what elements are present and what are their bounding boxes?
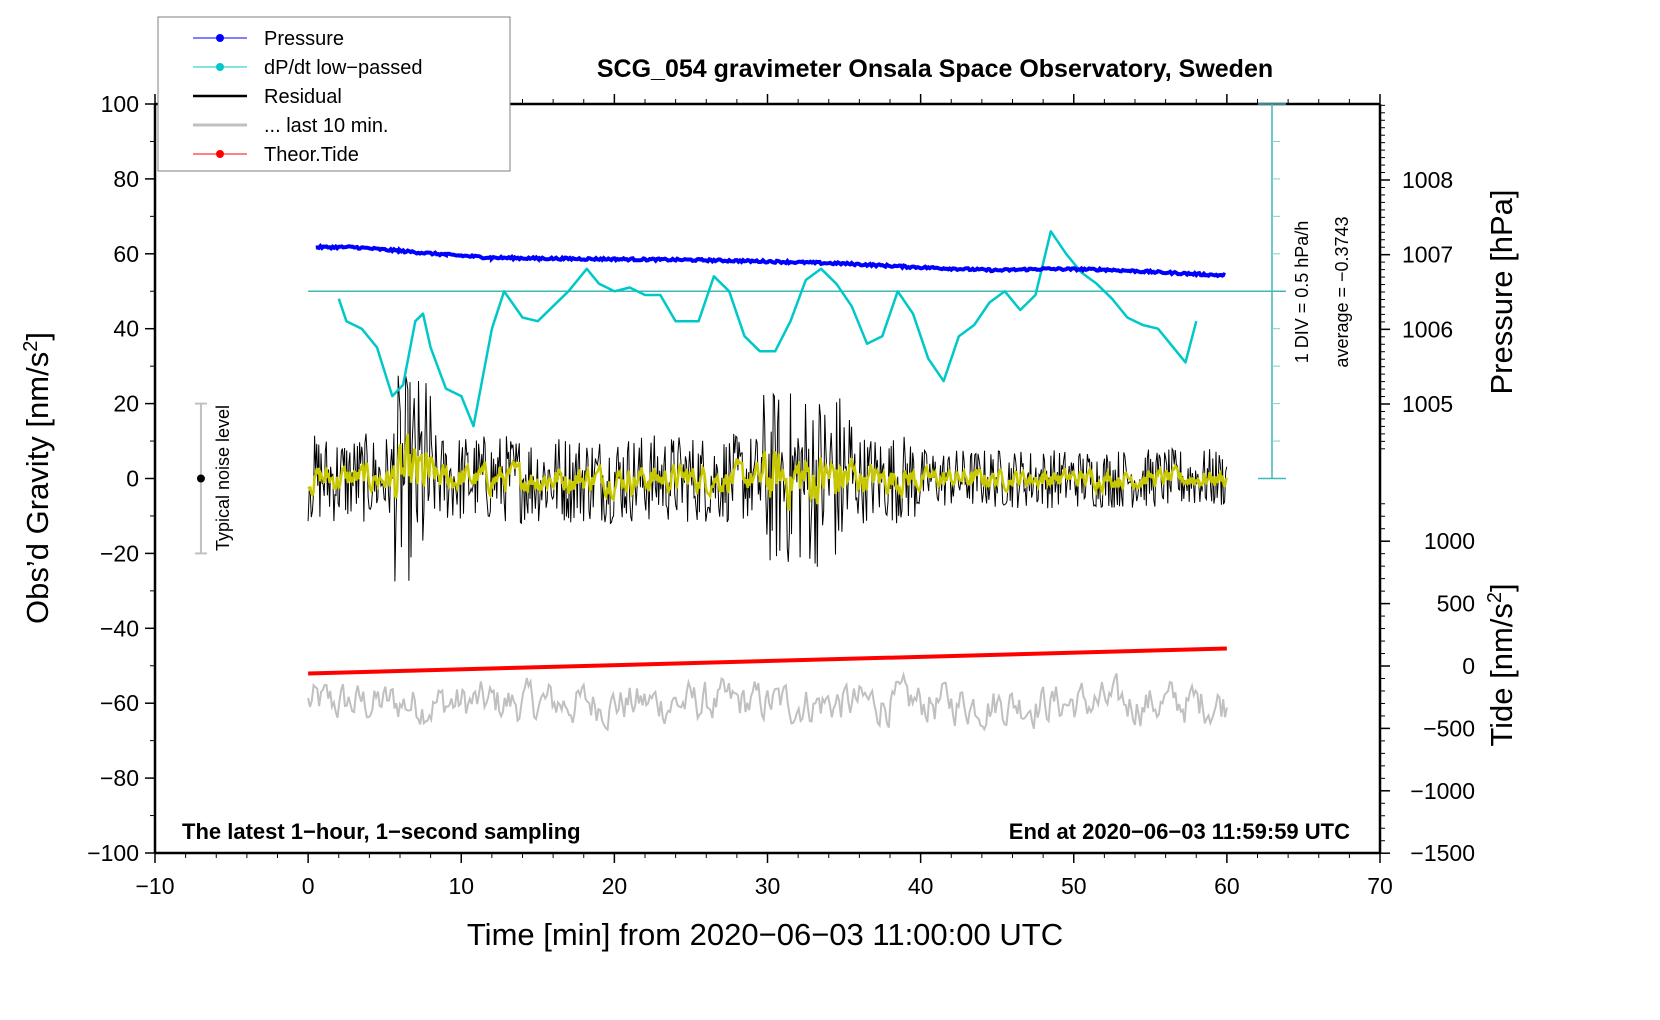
series-dpdt <box>337 230 1198 428</box>
x-tick-label: 60 <box>1214 873 1240 899</box>
y-left-tick-label: −100 <box>87 840 139 866</box>
tide-tick-label: −1000 <box>1410 778 1475 804</box>
y-axis-tide-title-end: ] <box>1484 583 1519 592</box>
axes: −10 0 10 20 30 40 50 60 70100806040200−20−40−60−… <box>87 91 1475 899</box>
x-tick-label: 30 <box>755 873 781 899</box>
y-left-tick-label: −60 <box>100 690 139 716</box>
noise-level-center <box>196 474 205 483</box>
y-axis-tide-title-main: Tide [nm/s <box>1484 603 1519 747</box>
series-theor-tide <box>308 646 1227 676</box>
legend: Pressure dP/dt low−passed Residual ... last… <box>157 16 511 172</box>
y-left-tick-label: 40 <box>113 316 139 342</box>
y-left-tick-label: −80 <box>100 765 139 791</box>
y-left-tick-label: 80 <box>113 166 139 192</box>
y-left-tick-label: 60 <box>113 241 139 267</box>
dpdt-scale-label: 1 DIV = 0.5 hPa/h <box>1292 221 1312 364</box>
x-tick-label: 70 <box>1367 873 1393 899</box>
y-axis-tide-title-sup: 2 <box>1484 592 1506 603</box>
legend-label-3: ... last 10 min. <box>264 115 389 137</box>
tide-tick-label: 1000 <box>1424 528 1475 554</box>
series-pressure <box>315 243 1226 279</box>
legend-label-0: Pressure <box>264 28 344 50</box>
x-tick-label: 40 <box>908 873 934 899</box>
y-left-tick-label: −40 <box>100 615 139 641</box>
tide-tick-label: 0 <box>1462 653 1475 679</box>
y-axis-left-title: Obs’d Gravity [nm/s2] <box>20 332 55 624</box>
legend-marker-0 <box>216 34 224 42</box>
noise-level-label: Typical noise level <box>213 405 233 551</box>
legend-label-2: Residual <box>264 86 342 108</box>
dpdt-average-label: average = −0.3743 <box>1332 216 1352 367</box>
x-tick-label: 0 <box>302 873 315 899</box>
y-left-tick-label: 20 <box>113 391 139 417</box>
pressure-tick-label: 1007 <box>1402 242 1453 268</box>
pressure-tick-label: 1005 <box>1402 391 1453 417</box>
x-tick-label: 50 <box>1061 873 1087 899</box>
legend-box <box>157 16 511 172</box>
pressure-tick-label: 1006 <box>1402 316 1453 342</box>
legend-marker-1 <box>216 63 224 71</box>
y-axis-left-title-end: ] <box>20 332 55 341</box>
y-axis-left-title-sup: 2 <box>20 341 42 352</box>
chart-title: SCG_054 gravimeter Onsala Space Observat… <box>597 55 1273 83</box>
pressure-tick-label: 1008 <box>1402 167 1453 193</box>
series-residual-smoothed <box>307 433 1228 512</box>
series-last-10-min <box>307 670 1228 732</box>
legend-marker-4 <box>216 150 224 158</box>
legend-label-1: dP/dt low−passed <box>264 57 422 79</box>
y-axis-tide-title: Tide [nm/s2] <box>1484 583 1519 746</box>
annotation-bottom-left: The latest 1−hour, 1−second sampling <box>182 819 581 844</box>
y-axis-pressure-title: Pressure [hPa] <box>1484 189 1519 394</box>
legend-label-4: Theor.Tide <box>264 144 359 166</box>
tide-tick-label: −1500 <box>1410 840 1475 866</box>
tide-tick-label: −500 <box>1423 715 1475 741</box>
x-tick-label: −10 <box>135 873 174 899</box>
y-left-tick-label: −20 <box>100 540 139 566</box>
x-tick-label: 20 <box>602 873 628 899</box>
annotation-bottom-right: End at 2020−06−03 11:59:59 UTC <box>1009 819 1350 844</box>
x-tick-label: 10 <box>448 873 474 899</box>
tide-tick-label: 500 <box>1437 591 1475 617</box>
y-left-tick-label: 0 <box>126 466 139 492</box>
y-axis-left-title-main: Obs’d Gravity [nm/s <box>20 352 55 624</box>
y-left-tick-label: 100 <box>101 91 139 117</box>
x-axis-title: Time [min] from 2020−06−03 11:00:00 UTC <box>467 917 1063 952</box>
series-layer <box>307 230 1228 732</box>
